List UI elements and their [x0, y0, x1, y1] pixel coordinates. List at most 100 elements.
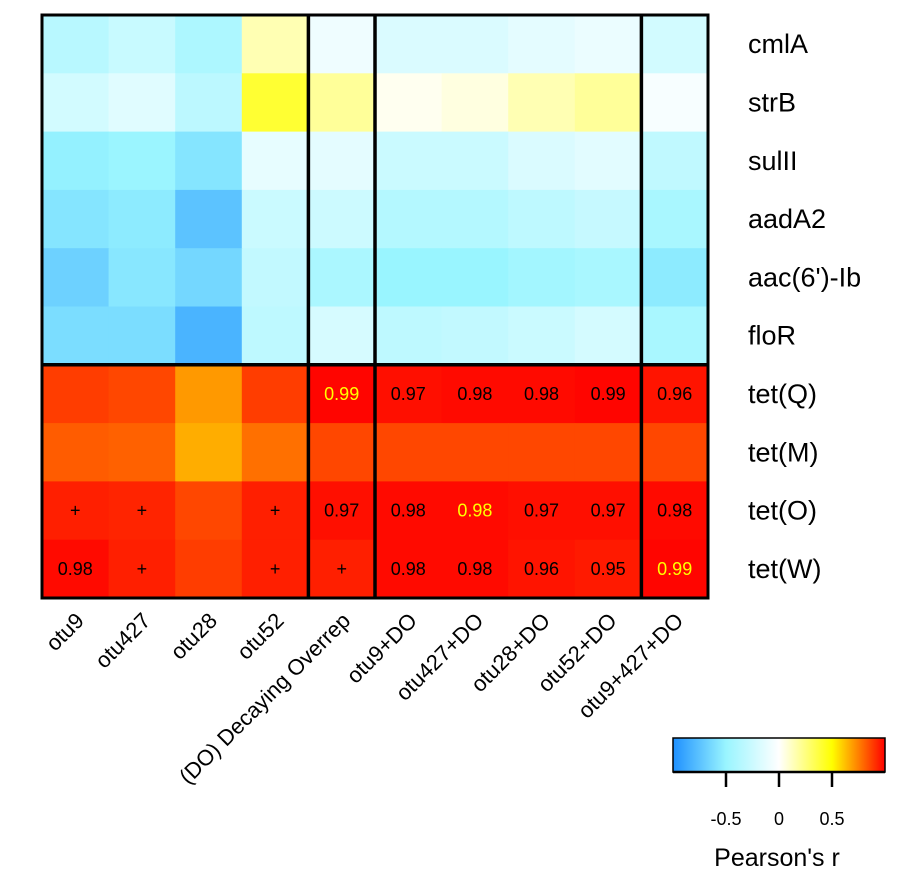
heatmap-cell — [175, 248, 243, 308]
cell-annotation: 0.97 — [591, 501, 626, 521]
heatmap-cell — [441, 539, 509, 599]
colorbar-tick-label: -0.5 — [710, 809, 741, 829]
heatmap-cell — [641, 131, 709, 191]
heatmap-cell — [441, 364, 509, 424]
heatmap-cell — [175, 539, 243, 599]
row-labels: cmlA strB sulII aadA2 aac(6')-Ib floR tet(Q) te… — [748, 29, 861, 584]
heatmap-cell — [108, 364, 176, 424]
heatmap-cell — [42, 248, 110, 308]
heatmap-cell — [508, 248, 576, 308]
heatmap-cell — [308, 423, 376, 482]
heatmap-cell — [508, 189, 576, 249]
heatmap-cell — [241, 248, 309, 308]
cell-annotation: 0.97 — [524, 501, 559, 521]
heatmap-cell — [241, 423, 309, 482]
heatmap-cell — [375, 189, 443, 249]
cell-annotation: 0.98 — [457, 501, 492, 521]
heatmap-cell — [42, 73, 110, 133]
colorbar-ticks: -0.5 0 0.5 — [673, 770, 885, 829]
heatmap-cell — [574, 306, 642, 366]
heatmap-cell — [574, 131, 642, 191]
heatmap-cell — [308, 131, 376, 191]
heatmap-cell — [42, 15, 110, 74]
heatmap-cell — [375, 248, 443, 308]
heatmap-cell — [574, 364, 642, 424]
heatmap-cell — [574, 189, 642, 249]
cell-annotation: + — [70, 501, 81, 521]
cell-annotation: 0.98 — [457, 559, 492, 579]
heatmap-cell — [375, 15, 443, 74]
group-dividers — [40, 13, 710, 600]
heatmap-cell — [42, 539, 110, 599]
heatmap-cell — [375, 73, 443, 133]
row-label: tet(O) — [748, 496, 817, 526]
cell-annotation: 0.97 — [391, 384, 426, 404]
heatmap-cell — [574, 539, 642, 599]
column-label: otu52 — [232, 608, 289, 665]
colorbar — [672, 737, 886, 773]
heatmap-cell — [241, 306, 309, 366]
heatmap-cell — [641, 364, 709, 424]
heatmap-cell — [108, 248, 176, 308]
heatmap-cell — [42, 131, 110, 191]
cell-annotation: 0.96 — [524, 559, 559, 579]
heatmap-cell — [108, 306, 176, 366]
heatmap-cell — [441, 481, 509, 541]
heatmap-cell — [175, 131, 243, 191]
heatmap-cell — [175, 364, 243, 424]
heatmap-cell — [308, 73, 376, 133]
heatmap-cell — [375, 481, 443, 541]
heatmap-cell — [175, 189, 243, 249]
row-label: aadA2 — [748, 204, 826, 234]
column-label: otu28 — [165, 608, 222, 665]
heatmap-cell — [308, 189, 376, 249]
heatmap-cell — [574, 481, 642, 541]
cell-annotation: 0.98 — [457, 384, 492, 404]
colorbar-tick-label: 0 — [774, 809, 784, 829]
heatmap-cell — [241, 189, 309, 249]
heatmap-cell — [508, 423, 576, 482]
cell-annotation: 0.99 — [657, 559, 692, 579]
row-label: aac(6')-Ib — [748, 262, 861, 292]
heatmap-cell — [175, 306, 243, 366]
heatmap-cell — [308, 364, 376, 424]
heatmap-cell — [441, 15, 509, 74]
plot-border — [40, 13, 710, 600]
heatmap-cell — [42, 364, 110, 424]
heatmap-cell — [42, 189, 110, 249]
row-label: strB — [748, 87, 796, 117]
heatmap-cell — [441, 306, 509, 366]
heatmap-cell — [241, 481, 309, 541]
cell-annotation: 0.98 — [58, 559, 93, 579]
heatmap-cell — [108, 539, 176, 599]
heatmap-cell — [241, 364, 309, 424]
heatmap-cell — [441, 131, 509, 191]
column-label: otu427 — [90, 608, 155, 673]
heatmap-cell — [641, 539, 709, 599]
row-label: tet(M) — [748, 437, 819, 467]
cell-annotation: + — [270, 501, 281, 521]
row-label: floR — [748, 321, 796, 351]
heatmap-cell — [508, 131, 576, 191]
cell-annotations: 0.99 0.97 0.98 0.98 0.99 0.96 + + +0.97 0.98 0.98 0… — [58, 384, 692, 579]
heatmap-cell — [175, 481, 243, 541]
heatmap-cell — [641, 248, 709, 308]
heatmap-cell — [375, 423, 443, 482]
heatmap-cell — [375, 306, 443, 366]
row-label: tet(Q) — [748, 379, 817, 409]
cell-annotation: + — [137, 559, 148, 579]
heatmap-cell — [108, 131, 176, 191]
heatmap-cell — [175, 423, 243, 482]
heatmap-cell — [441, 248, 509, 308]
heatmap-cells — [42, 15, 709, 599]
heatmap-cell — [641, 306, 709, 366]
column-label: otu9 — [41, 608, 89, 656]
heatmap-cell — [375, 131, 443, 191]
heatmap-cell — [308, 15, 376, 74]
heatmap-cell — [108, 15, 176, 74]
heatmap-cell — [641, 15, 709, 74]
cell-annotation: + — [336, 559, 347, 579]
heatmap-cell — [175, 73, 243, 133]
colorbar-legend: -0.5 0 0.5 Pearson's r — [672, 737, 886, 872]
colorbar-title: Pearson's r — [714, 844, 840, 872]
